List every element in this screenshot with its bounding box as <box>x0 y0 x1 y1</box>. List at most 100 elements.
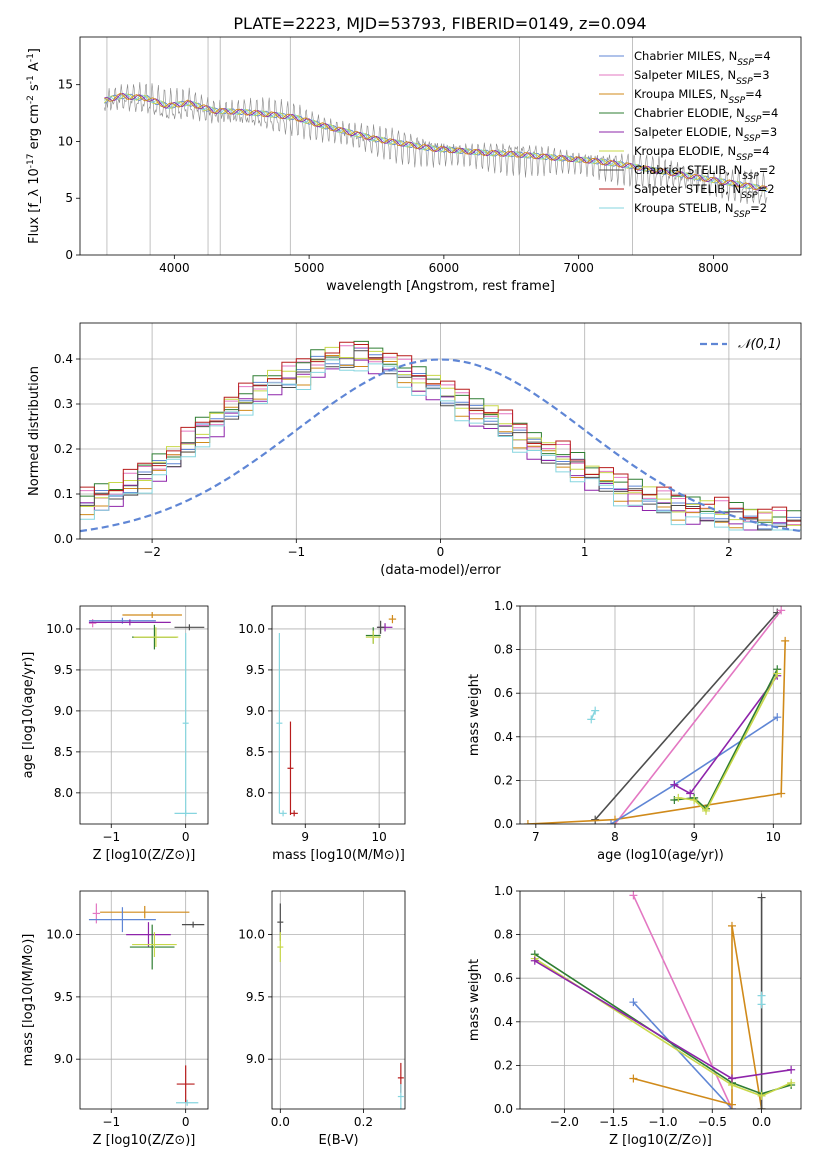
series-line <box>632 895 733 1109</box>
axes-frame <box>79 36 802 256</box>
series-line <box>527 640 786 824</box>
y-tick-label: 5 <box>65 191 73 205</box>
legend-label: Salpeter MILES, NSSP=3 <box>634 68 770 87</box>
panel-residuals: −2 −1 0 1 2 0.0 0.1 0.2 0.3 0.4 (data-model)/error… <box>27 322 802 578</box>
plus-marker <box>777 606 786 615</box>
x-axis-label: Z [log10(Z/Z⊙)] <box>609 1133 712 1148</box>
y-tick-label: 9.5 <box>246 663 265 677</box>
spectrum-model-line <box>103 93 768 192</box>
x-tick-label: 1 <box>581 545 589 559</box>
x-axis-label: wavelength [Angstrom, rest frame] <box>326 279 555 294</box>
plot-area <box>272 891 405 1109</box>
panel-age_vs_Z: −1 0 8.0 8.5 9.0 9.5 10.0 Z [log10(Z/Z⊙)] age [l… <box>21 605 209 863</box>
plus-marker <box>757 893 766 902</box>
y-tick-label: 10.0 <box>238 928 265 942</box>
x-tick-label: 8 <box>611 830 619 844</box>
plot-area <box>272 606 405 824</box>
plus-marker <box>629 998 638 1007</box>
axes-frame <box>79 605 209 825</box>
x-axis-label: age (log10(age/yr)) <box>597 848 724 863</box>
x-tick-label: −1 <box>287 545 305 559</box>
legend-label: 𝒩(0,1) <box>738 337 781 352</box>
x-tick-label: −2.0 <box>550 1115 579 1129</box>
spectrum-model-line <box>104 93 768 191</box>
plot-area <box>80 891 208 1109</box>
plus-marker <box>757 1105 766 1109</box>
y-axis-label: mass weight <box>467 959 482 1041</box>
y-tick-label: 0.2 <box>54 442 73 456</box>
legend-label: Chabrier ELODIE, NSSP=4 <box>634 106 778 125</box>
plus-marker <box>629 891 638 900</box>
y-tick-label: 8.0 <box>246 786 265 800</box>
y-tick-label: 1.0 <box>494 599 513 613</box>
plus-marker <box>674 793 683 802</box>
histogram-step-line <box>80 359 801 531</box>
y-tick-label: 0.3 <box>54 397 73 411</box>
plot-area <box>520 606 801 824</box>
y-tick-label: 8.5 <box>54 745 73 759</box>
x-tick-label: 10 <box>371 830 386 844</box>
x-tick-label: 0.0 <box>752 1115 771 1129</box>
y-tick-label: 9.0 <box>246 704 265 718</box>
plus-marker <box>591 815 600 824</box>
y-tick-label: 15 <box>58 78 73 92</box>
panel-weight_vs_Z: −2.0 −1.5 −1.0 −0.5 0.0 0.0 0.2 0.4 0.6 0.8 1.0 Z [… <box>467 884 802 1148</box>
x-tick-label: 10 <box>766 830 781 844</box>
plus-marker <box>530 956 539 965</box>
axes-frame <box>79 890 209 1110</box>
y-tick-label: 0.0 <box>494 1102 513 1116</box>
y-axis-label: mass [log10(M/M⊙)] <box>21 934 36 1067</box>
y-tick-label: 10.0 <box>46 622 73 636</box>
y-tick-label: 10.0 <box>238 622 265 636</box>
plus-marker <box>787 1065 796 1074</box>
y-tick-label: 0.8 <box>494 928 513 942</box>
x-tick-label: 0.0 <box>271 1115 290 1129</box>
y-tick-label: 0.6 <box>494 686 513 700</box>
x-tick-label: 0 <box>182 1115 190 1129</box>
x-tick-label: 5000 <box>294 261 325 275</box>
plus-marker <box>686 789 695 798</box>
x-axis-label: Z [log10(Z/Z⊙)] <box>93 1133 196 1148</box>
plus-marker <box>670 780 679 789</box>
y-tick-label: 9.5 <box>54 663 73 677</box>
plus-marker <box>757 991 766 1000</box>
y-tick-label: 0.4 <box>494 730 513 744</box>
panel-age_vs_mass: 9 10 8.0 8.5 9.0 9.5 10.0 mass [log10(M/M⊙)] <box>238 605 406 863</box>
y-axis-label: Flux [f_λ 10-17 erg cm-2 s-1 A-1] <box>26 48 42 244</box>
x-tick-label: 9 <box>301 830 309 844</box>
y-tick-label: 10.0 <box>46 928 73 942</box>
x-tick-label: −0.5 <box>698 1115 727 1129</box>
panel-spectrum: 4000 5000 6000 7000 8000 0 5 10 15 wavelength [An… <box>26 36 802 294</box>
spectrum-model-line <box>104 93 768 192</box>
x-tick-label: 0 <box>437 545 445 559</box>
plus-marker <box>727 1100 736 1109</box>
x-axis-label: mass [log10(M/M⊙)] <box>272 848 405 863</box>
y-tick-label: 0.4 <box>54 352 73 366</box>
legend-label: Kroupa ELODIE, NSSP=4 <box>634 144 770 163</box>
x-tick-label: 8000 <box>698 261 729 275</box>
y-tick-label: 0.2 <box>494 1058 513 1072</box>
panel-weight_vs_age: 7 8 9 10 0.0 0.2 0.4 0.6 0.8 1.0 age (log10(age/yr… <box>467 599 802 863</box>
series-line <box>678 673 779 813</box>
x-axis-label: Z [log10(Z/Z⊙)] <box>93 848 196 863</box>
plus-marker <box>781 636 790 645</box>
y-tick-label: 8.0 <box>54 786 73 800</box>
series-line <box>674 668 779 810</box>
x-tick-label: 0.2 <box>354 1115 373 1129</box>
x-tick-label: 6000 <box>429 261 460 275</box>
plot-area <box>80 323 801 539</box>
x-axis-label: E(B-V) <box>318 1133 358 1148</box>
plus-marker <box>727 921 736 930</box>
y-tick-label: 0.4 <box>494 1015 513 1029</box>
y-tick-label: 0.8 <box>494 643 513 657</box>
plus-marker <box>670 796 679 805</box>
plus-marker <box>607 820 616 824</box>
y-tick-label: 9.5 <box>54 990 73 1004</box>
plus-marker <box>757 1091 766 1100</box>
plus-marker <box>591 706 600 715</box>
y-axis-label: age [log10(age/yr)] <box>21 652 36 779</box>
axes-frame <box>271 890 406 1110</box>
plus-marker <box>690 796 699 805</box>
y-tick-label: 0.0 <box>494 817 513 831</box>
